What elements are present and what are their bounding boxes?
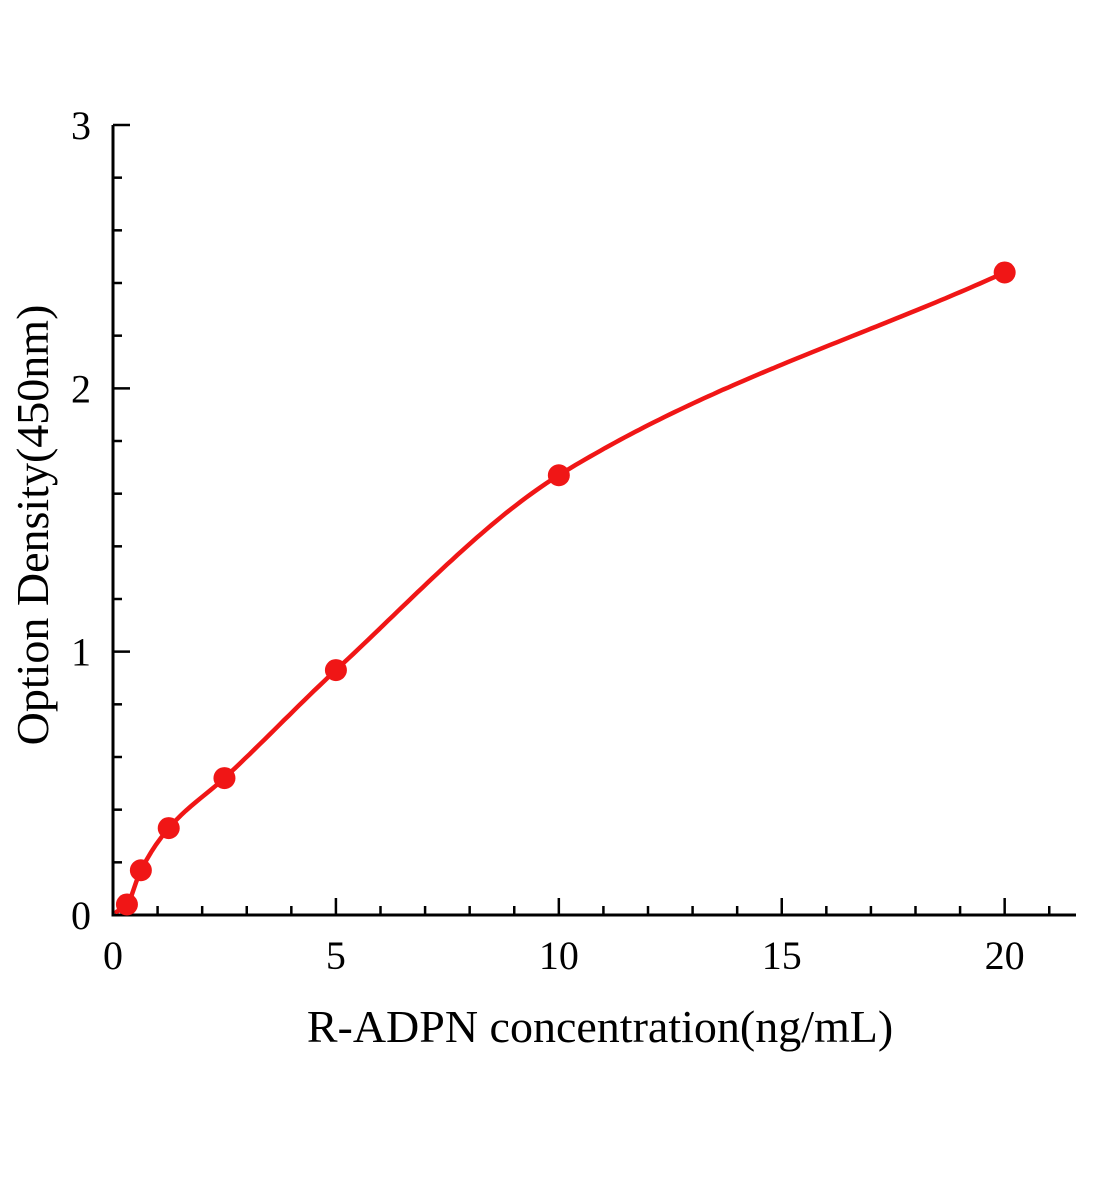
data-point xyxy=(157,817,180,840)
x-tick-label: 5 xyxy=(326,933,346,978)
data-point xyxy=(547,464,570,487)
data-point xyxy=(324,659,347,682)
x-tick-label: 15 xyxy=(762,933,802,978)
generated-chart-layer: 0 5 10 15 20 0 1 2 3 xyxy=(71,103,1076,978)
x-tick-label: 20 xyxy=(985,933,1025,978)
y-tick-label: 0 xyxy=(71,893,91,938)
ticks xyxy=(111,123,1051,917)
x-tick-label: 0 xyxy=(103,933,123,978)
y-tick-label: 1 xyxy=(71,630,91,675)
x-tick-label: 10 xyxy=(539,933,579,978)
x-axis-title: R-ADPN concentration(ng/mL) xyxy=(307,1001,893,1052)
y-axis-title: Option Density(450nm) xyxy=(7,305,58,746)
data-points xyxy=(115,261,1016,916)
tick-labels: 0 5 10 15 20 0 1 2 3 xyxy=(71,103,1025,978)
axes xyxy=(111,125,1076,917)
y-tick-label: 2 xyxy=(71,366,91,411)
axis-titles: R-ADPN concentration(ng/mL) Option Densi… xyxy=(7,305,893,1052)
data-point xyxy=(213,767,236,790)
data-point xyxy=(993,261,1016,284)
y-tick-label: 3 xyxy=(71,103,91,148)
axis-lines xyxy=(111,125,1076,917)
data-point xyxy=(129,859,152,882)
data-point xyxy=(115,893,138,916)
fit-curve xyxy=(114,270,1007,915)
